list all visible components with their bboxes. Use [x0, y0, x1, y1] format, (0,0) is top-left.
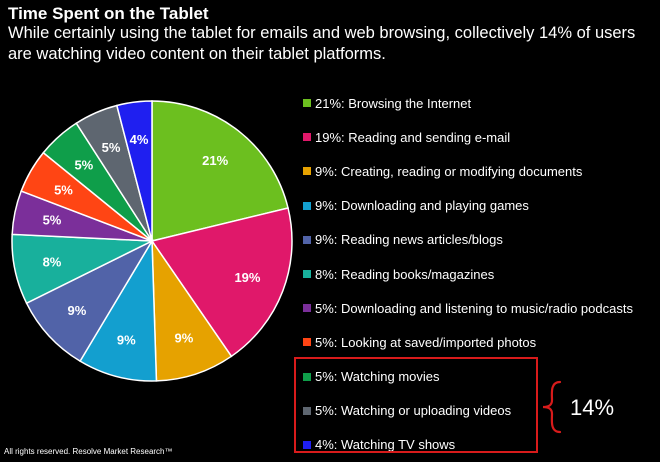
legend-label: 5%: Looking at saved/imported photos: [315, 334, 537, 350]
legend-swatch: [303, 99, 311, 108]
chart-subtitle: While certainly using the tablet for ema…: [8, 24, 636, 63]
slice-data-label: 5%: [54, 182, 73, 197]
legend-item: 5%: Downloading and listening to music/r…: [303, 291, 633, 325]
pie-slice: [151, 100, 289, 242]
legend-swatch: [303, 304, 311, 313]
legend-swatch: [303, 235, 311, 244]
legend: 21%: Browsing the Internet 19%: Reading a…: [303, 86, 633, 462]
slice-data-label: 4%: [130, 132, 149, 147]
pie-slice: [151, 238, 233, 382]
legend-item: 21%: Browsing the Internet: [303, 86, 633, 120]
video-total-callout: 14%: [570, 395, 615, 420]
slice-data-label: 21%: [202, 153, 228, 168]
legend-swatch: [303, 406, 311, 415]
pie-slice: [115, 100, 153, 242]
curly-brace-icon: [542, 380, 562, 434]
slice-data-label: 5%: [74, 157, 93, 172]
legend-swatch: [303, 167, 311, 176]
slice-data-label: 8%: [43, 254, 62, 269]
legend-swatch: [303, 270, 311, 279]
legend-label: 4%: Watching TV shows: [315, 437, 456, 453]
legend-label: 5%: Downloading and listening to music/r…: [315, 300, 633, 316]
legend-item: 9%: Downloading and playing games: [303, 189, 633, 223]
legend-swatch: [303, 440, 311, 449]
slice-data-label: 9%: [174, 331, 193, 346]
slice-data-label: 9%: [117, 332, 136, 347]
legend-swatch: [303, 338, 311, 347]
legend-item: 5%: Watching or uploading videos: [303, 394, 633, 428]
video-highlight-box: [294, 357, 538, 453]
slice-data-label: 9%: [68, 303, 87, 318]
legend-swatch: [303, 201, 311, 210]
legend-item: 5%: Watching movies: [303, 360, 633, 394]
legend-label: 19%: Reading and sending e-mail: [315, 129, 511, 145]
legend-item: 4%: Watching TV shows: [303, 428, 633, 462]
legend-label: 8%: Reading books/magazines: [315, 266, 495, 282]
legend-swatch: [303, 133, 311, 142]
copyright-footer: All rights reserved. Resolve Market Rese…: [4, 447, 173, 456]
legend-swatch: [303, 372, 311, 381]
legend-label: 5%: Watching movies: [315, 369, 440, 385]
slice-data-label: 19%: [234, 270, 260, 285]
chart-title: Time Spent on the Tablet: [8, 4, 209, 23]
pie-slice: [150, 207, 293, 358]
legend-label: 9%: Downloading and playing games: [315, 198, 529, 214]
legend-label: 21%: Browsing the Internet: [315, 95, 472, 111]
pie-slice: [79, 238, 158, 382]
legend-item: 9%: Creating, reading or modifying docum…: [303, 154, 633, 188]
slice-data-label: 5%: [102, 140, 121, 155]
legend-item: 8%: Reading books/magazines: [303, 257, 633, 291]
legend-item: 19%: Reading and sending e-mail: [303, 120, 633, 154]
slice-data-label: 5%: [43, 213, 62, 228]
legend-item: 9%: Reading news articles/blogs: [303, 223, 633, 257]
pie-chart: 21%19%9%9%9%8%5%5%5%5%4%: [11, 100, 293, 382]
legend-item: 5%: Looking at saved/imported photos: [303, 325, 633, 359]
pie-slice: [25, 239, 154, 363]
legend-label: 5%: Watching or uploading videos: [315, 403, 512, 419]
legend-label: 9%: Creating, reading or modifying docum…: [315, 163, 583, 179]
legend-label: 9%: Reading news articles/blogs: [315, 232, 503, 248]
